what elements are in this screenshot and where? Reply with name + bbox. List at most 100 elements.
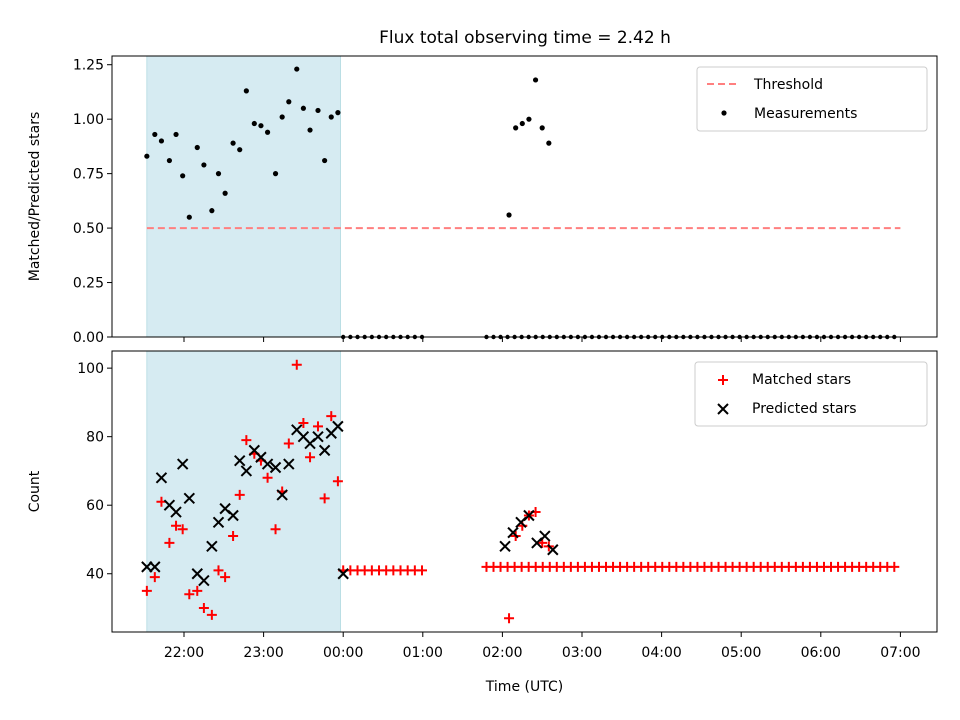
measurement-point bbox=[230, 140, 236, 146]
measurement-point bbox=[286, 99, 292, 105]
matched-star-marker bbox=[270, 524, 281, 535]
legend: Threshold Measurements bbox=[696, 66, 928, 132]
measurement-point bbox=[264, 129, 271, 135]
measurement-point bbox=[294, 66, 300, 72]
predicted-star-marker bbox=[176, 458, 189, 470]
measurement-point bbox=[300, 105, 306, 111]
x-tick-label: 23:00 bbox=[243, 645, 283, 661]
matched-star-marker bbox=[228, 531, 239, 542]
measurement-point bbox=[173, 131, 179, 138]
measurement-point bbox=[186, 214, 192, 220]
predicted-star-marker bbox=[283, 458, 295, 470]
predicted-star-marker bbox=[261, 458, 274, 470]
predicted-star-marker bbox=[332, 420, 344, 433]
top-panel: 0.00 0.25 0.50 0.75 1.00 1.25 Matched/Predicte… bbox=[27, 55, 938, 346]
predicted-star-marker bbox=[337, 568, 349, 580]
shaded-observing-span bbox=[146, 55, 341, 338]
predicted-star-marker bbox=[523, 509, 535, 522]
y-axis-label: Matched/Predicted stars bbox=[27, 112, 43, 282]
matched-star-marker bbox=[171, 520, 182, 531]
measurement-point bbox=[237, 147, 243, 153]
x-tick-label: 05:00 bbox=[721, 645, 761, 661]
legend-box bbox=[694, 361, 928, 427]
measurement-point bbox=[258, 123, 264, 129]
y-tick-label: 100 bbox=[77, 361, 104, 377]
y-tick-label: 0.75 bbox=[73, 167, 104, 183]
measurement-point bbox=[194, 144, 200, 151]
y-tick-label: 0.25 bbox=[73, 276, 104, 292]
measurement-point bbox=[152, 131, 158, 138]
measurement-point bbox=[519, 120, 525, 127]
measurement-point bbox=[322, 157, 328, 164]
x-tick-label: 06:00 bbox=[801, 645, 841, 661]
predicted-star-marker bbox=[170, 506, 182, 518]
matched-star-marker bbox=[332, 476, 343, 487]
legend-matched-swatch bbox=[718, 375, 728, 385]
measurement-point bbox=[209, 208, 215, 214]
predicted-star-marker bbox=[269, 461, 282, 474]
measurement-point bbox=[166, 157, 173, 164]
predicted-star-marker bbox=[206, 540, 218, 553]
matched-star-marker bbox=[164, 537, 175, 548]
matched-star-marker bbox=[305, 452, 316, 463]
matched-star-marker bbox=[234, 489, 245, 500]
matched-star-marker bbox=[298, 417, 309, 428]
predicted-star-marker bbox=[149, 561, 161, 573]
matched-star-marker bbox=[262, 472, 273, 483]
predicted-star-marker bbox=[499, 540, 511, 553]
shaded-observing-span bbox=[146, 350, 341, 633]
measurement-point bbox=[307, 127, 313, 133]
x-tick-label: 01:00 bbox=[403, 645, 443, 661]
matched-star-marker bbox=[241, 435, 252, 446]
measurement-point bbox=[222, 190, 228, 196]
matched-star-marker bbox=[220, 572, 231, 583]
legend-measurement-swatch bbox=[721, 110, 727, 116]
predicted-star-marker bbox=[312, 430, 324, 443]
matched-star-marker bbox=[206, 609, 217, 620]
y-tick-label: 40 bbox=[86, 567, 104, 583]
matched-star-marker bbox=[417, 565, 428, 576]
measurement-point bbox=[279, 114, 285, 120]
y-tick-label: 0.50 bbox=[73, 221, 104, 237]
matched-star-marker bbox=[504, 613, 515, 624]
y-tick-label: 80 bbox=[86, 430, 104, 446]
matched-star-marker bbox=[141, 585, 152, 596]
measurement-point bbox=[144, 153, 150, 159]
legend-label: Predicted stars bbox=[752, 401, 857, 417]
x-tick-label: 04:00 bbox=[641, 645, 681, 661]
matched-star-marker bbox=[319, 493, 330, 504]
legend-label: Threshold bbox=[753, 77, 823, 93]
measurement-point bbox=[335, 110, 341, 116]
measurement-point bbox=[158, 138, 165, 144]
legend-label: Measurements bbox=[754, 106, 857, 122]
matched-star-marker bbox=[177, 524, 188, 535]
predicted-star-marker bbox=[227, 509, 239, 522]
legend: Matched stars Predicted stars bbox=[694, 361, 928, 427]
matched-star-marker bbox=[283, 438, 294, 449]
matched-star-marker bbox=[198, 603, 209, 614]
bottom-panel: 40 60 80 100 22:00 23:00 00:00 01:00 02:00 03:00 0… bbox=[27, 350, 938, 695]
x-axis-label: Time (UTC) bbox=[485, 679, 563, 695]
x-tick-label: 07:00 bbox=[880, 645, 920, 661]
y-tick-label: 60 bbox=[86, 498, 104, 514]
y-tick-label: 0.00 bbox=[73, 330, 104, 346]
matched-star-marker bbox=[291, 359, 302, 370]
measurement-point bbox=[243, 88, 249, 94]
y-tick-label: 1.25 bbox=[73, 58, 104, 74]
matched-star-marker bbox=[889, 561, 900, 572]
predicted-star-marker bbox=[539, 530, 551, 542]
predicted-star-marker bbox=[183, 492, 196, 505]
measurement-point bbox=[251, 120, 257, 127]
measurement-point bbox=[315, 107, 321, 114]
matched-star-marker bbox=[192, 585, 203, 596]
measurement-point bbox=[272, 171, 279, 177]
matched-star-marker bbox=[326, 411, 337, 422]
figure-title: Flux total observing time = 2.42 h bbox=[379, 28, 671, 48]
legend-predicted-swatch bbox=[717, 403, 729, 415]
measurement-point bbox=[180, 173, 186, 179]
predicted-star-marker bbox=[318, 444, 331, 457]
y-tick-label: 1.00 bbox=[73, 112, 104, 128]
predicted-star-marker bbox=[155, 472, 168, 484]
x-tick-label: 03:00 bbox=[562, 645, 602, 661]
